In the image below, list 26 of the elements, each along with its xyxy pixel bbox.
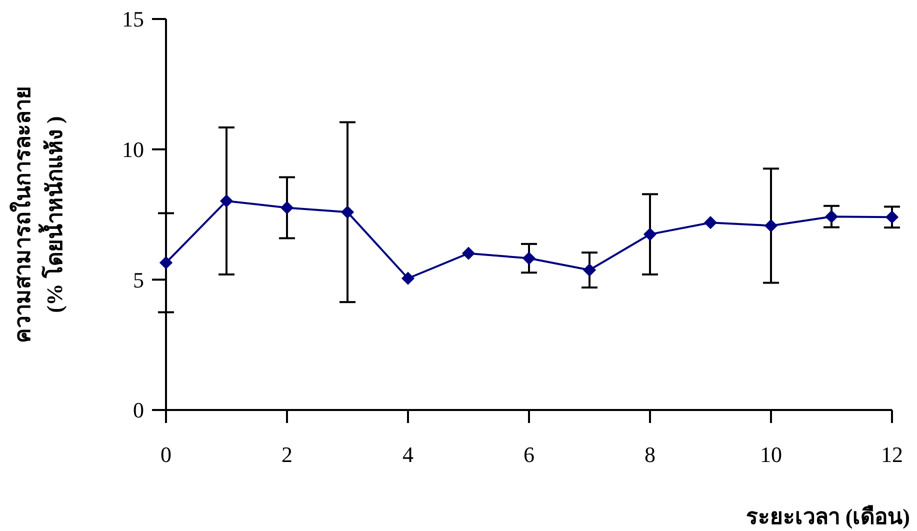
y-tick-label: 5 bbox=[133, 267, 144, 292]
y-axis-title: ความสามารถในการละลาย (% โดยน้ำหนักแห้ง ) bbox=[9, 86, 67, 343]
point bbox=[643, 228, 657, 241]
y-tick-label: 10 bbox=[122, 137, 144, 162]
point bbox=[704, 216, 718, 230]
y-tick-label: 0 bbox=[133, 398, 144, 423]
x-tick-label: 8 bbox=[644, 442, 656, 467]
x-tick-label: 4 bbox=[402, 442, 414, 467]
x-axis-title: ระยะเวลา (เดือน) bbox=[746, 504, 910, 529]
point bbox=[340, 206, 354, 219]
point bbox=[462, 246, 476, 260]
x-tick-label: 0 bbox=[160, 442, 172, 467]
x-tick-label: 12 bbox=[881, 442, 903, 467]
x-tick-label: 6 bbox=[524, 442, 534, 467]
x-tick-label: 10 bbox=[760, 442, 782, 467]
point bbox=[522, 252, 536, 265]
point bbox=[159, 256, 173, 270]
point bbox=[220, 194, 234, 208]
point bbox=[401, 272, 415, 285]
point bbox=[280, 201, 294, 214]
y-tick-label: 15 bbox=[122, 6, 144, 32]
point bbox=[824, 210, 838, 224]
x-tick-label: 2 bbox=[282, 442, 292, 467]
point bbox=[885, 210, 899, 224]
point bbox=[582, 263, 596, 277]
point bbox=[764, 219, 778, 232]
